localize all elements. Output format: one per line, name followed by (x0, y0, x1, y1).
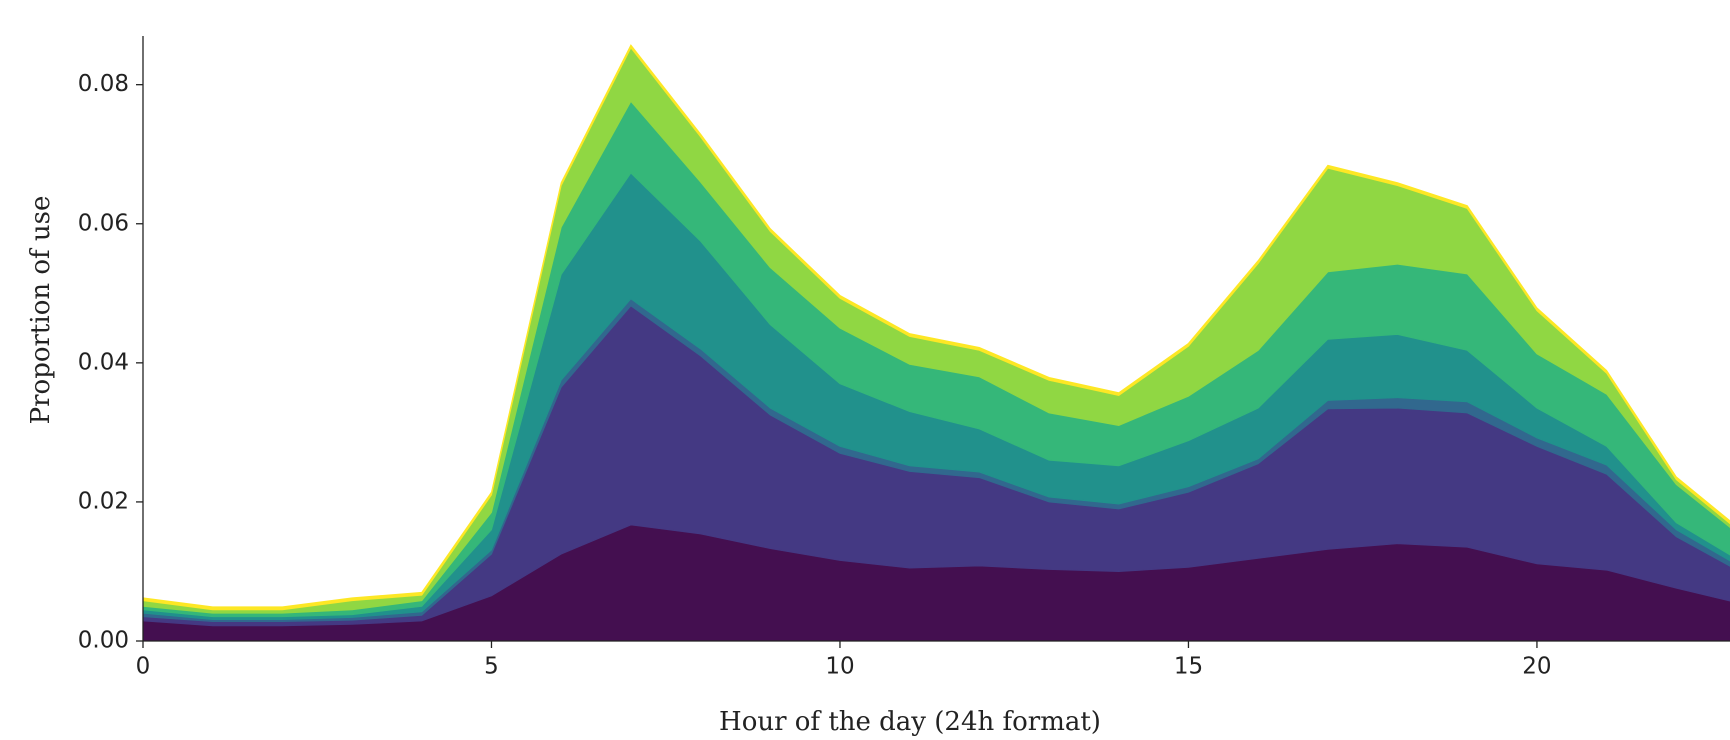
y-tick-label: 0.04 (78, 349, 129, 375)
x-tick-label: 10 (825, 654, 854, 680)
x-tick-label: 15 (1174, 654, 1203, 680)
x-tick-label: 20 (1522, 654, 1551, 680)
y-axis-label: Proportion of use (26, 196, 56, 425)
areas (143, 44, 1730, 641)
y-tick-label: 0.08 (78, 71, 129, 97)
x-tick-label: 5 (484, 654, 499, 680)
y-tick-label: 0.02 (78, 488, 129, 514)
y-tick-label: 0.06 (78, 210, 129, 236)
y-tick-label: 0.00 (78, 628, 129, 654)
area (143, 44, 1730, 611)
x-axis-label: Hour of the day (24h format) (719, 707, 1101, 737)
x-tick-label: 0 (136, 654, 151, 680)
